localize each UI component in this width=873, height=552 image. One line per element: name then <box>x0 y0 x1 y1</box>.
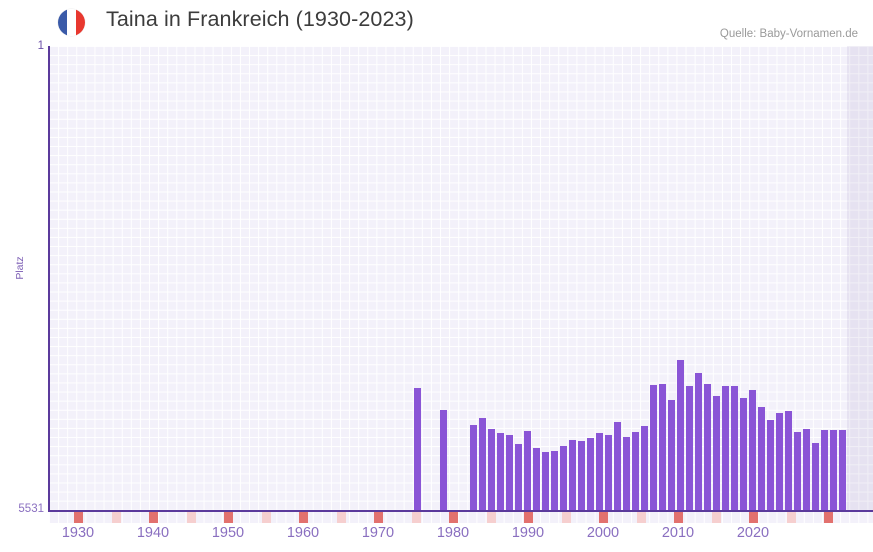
tick-marker-trailing-0 <box>786 512 796 523</box>
bar-2008[interactable] <box>722 386 730 510</box>
bar-series <box>49 46 873 510</box>
flag-band-blue <box>58 9 67 36</box>
bar-1987[interactable] <box>533 448 541 510</box>
bar-2016[interactable] <box>794 432 802 510</box>
tick-marker-1950 <box>224 512 233 523</box>
bar-2000[interactable] <box>650 385 658 510</box>
tick-marker-2020 <box>749 512 758 523</box>
tick-marker-half-2000 <box>636 512 646 523</box>
y-axis-tick-top: 1 <box>37 40 44 52</box>
bar-2009[interactable] <box>731 386 739 510</box>
bar-1977[interactable] <box>440 410 448 510</box>
tick-marker-half-1970 <box>411 512 421 523</box>
x-tick-1980: 1980 <box>436 525 470 541</box>
bar-1984[interactable] <box>506 435 514 510</box>
bar-2004[interactable] <box>686 386 694 510</box>
flag-band-white <box>67 9 76 36</box>
x-axis-marker-strip <box>49 512 873 523</box>
bar-1980[interactable] <box>470 425 478 510</box>
bar-1994[interactable] <box>596 433 604 510</box>
bar-2021[interactable] <box>839 430 847 510</box>
x-tick-1930: 1930 <box>61 525 95 541</box>
bar-1995[interactable] <box>605 435 613 510</box>
x-tick-1990: 1990 <box>511 525 545 541</box>
bar-2018[interactable] <box>812 443 820 510</box>
bar-2017[interactable] <box>803 429 811 510</box>
bar-1996[interactable] <box>614 422 622 510</box>
bar-1997[interactable] <box>623 437 631 510</box>
x-tick-1950: 1950 <box>211 525 245 541</box>
bar-1986[interactable] <box>524 431 532 510</box>
bar-1989[interactable] <box>551 451 559 510</box>
tick-marker-half-1930 <box>111 512 121 523</box>
france-flag-icon <box>58 9 85 36</box>
bar-1999[interactable] <box>641 426 649 510</box>
tick-marker-1930 <box>74 512 83 523</box>
page-title: Taina in Frankreich (1930-2023) <box>106 7 414 31</box>
bar-2011[interactable] <box>749 390 757 510</box>
bar-1974[interactable] <box>414 388 422 510</box>
bar-1988[interactable] <box>542 452 550 510</box>
y-axis-line <box>48 46 50 511</box>
chart-header: Taina in Frankreich (1930-2023) Quelle: … <box>0 0 873 44</box>
chart-plot-area <box>49 46 873 510</box>
bar-2010[interactable] <box>740 398 748 510</box>
bar-1983[interactable] <box>497 433 505 510</box>
y-axis-title: Platz <box>14 256 26 280</box>
bar-1981[interactable] <box>479 418 487 510</box>
x-tick-2020: 2020 <box>736 525 770 541</box>
tick-marker-1960 <box>299 512 308 523</box>
bar-1993[interactable] <box>587 438 595 510</box>
bar-1992[interactable] <box>578 441 586 510</box>
x-tick-1970: 1970 <box>361 525 395 541</box>
x-tick-1940: 1940 <box>136 525 170 541</box>
tick-marker-1940 <box>149 512 158 523</box>
y-axis-tick-bottom: 5531 <box>18 503 44 515</box>
tick-marker-half-1940 <box>186 512 196 523</box>
tick-marker-2000 <box>599 512 608 523</box>
flag-band-red <box>75 9 85 36</box>
bar-2001[interactable] <box>659 384 667 510</box>
bar-2007[interactable] <box>713 396 721 510</box>
x-axis-line <box>48 510 873 512</box>
x-tick-2010: 2010 <box>661 525 695 541</box>
bar-1990[interactable] <box>560 446 568 510</box>
bar-2019[interactable] <box>821 430 829 510</box>
tick-marker-1990 <box>524 512 533 523</box>
tick-marker-trailing-1 <box>824 512 833 523</box>
tick-marker-1980 <box>449 512 458 523</box>
tick-marker-2010 <box>674 512 683 523</box>
tick-marker-1970 <box>374 512 383 523</box>
x-tick-2000: 2000 <box>586 525 620 541</box>
bar-2002[interactable] <box>668 400 676 510</box>
tick-marker-half-1990 <box>561 512 571 523</box>
bar-1998[interactable] <box>632 432 640 510</box>
bar-2012[interactable] <box>758 407 766 510</box>
tick-marker-half-2010 <box>711 512 721 523</box>
bar-2006[interactable] <box>704 384 712 510</box>
source-attribution: Quelle: Baby-Vornamen.de <box>719 28 858 40</box>
bar-2014[interactable] <box>776 413 784 510</box>
bar-2013[interactable] <box>767 420 775 510</box>
bar-2015[interactable] <box>785 411 793 510</box>
bar-1991[interactable] <box>569 440 577 510</box>
bar-1985[interactable] <box>515 444 523 510</box>
bar-2020[interactable] <box>830 430 838 510</box>
tick-marker-half-1950 <box>261 512 271 523</box>
bar-1982[interactable] <box>488 429 496 510</box>
bar-2003[interactable] <box>677 360 685 510</box>
bar-2005[interactable] <box>695 373 703 510</box>
tick-marker-half-1960 <box>336 512 346 523</box>
tick-marker-half-1980 <box>486 512 496 523</box>
x-tick-1960: 1960 <box>286 525 320 541</box>
